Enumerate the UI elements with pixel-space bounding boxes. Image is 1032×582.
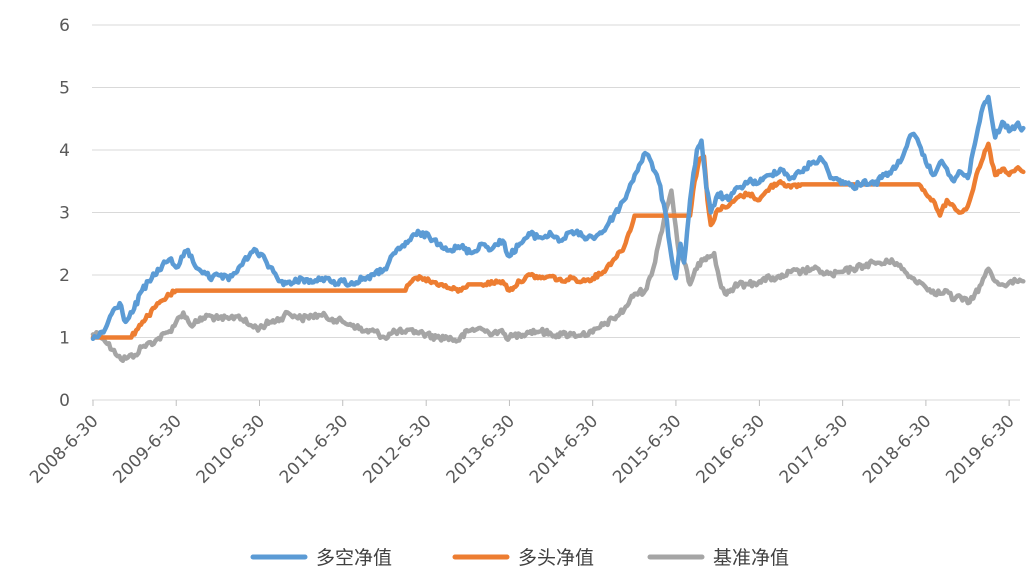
y-tick-label: 5: [59, 79, 70, 99]
x-tick-label: 2011-6-30: [276, 411, 352, 487]
y-tick-label: 0: [59, 391, 70, 411]
series-line-0: [90, 94, 1026, 342]
x-tick-label: 2014-6-30: [526, 411, 602, 487]
gridlines: [92, 24, 1020, 338]
y-tick-label: 6: [59, 16, 70, 36]
y-tick-label: 2: [59, 266, 70, 286]
series-lines: [90, 94, 1026, 364]
x-tick-label: 2016-6-30: [693, 411, 769, 487]
y-tick-label: 1: [59, 329, 70, 349]
legend-label-0: 多空净值: [316, 547, 392, 569]
x-axis: [92, 399, 1020, 406]
x-tick-label: 2017-6-30: [776, 411, 852, 487]
x-tick-label: 2008-6-30: [26, 411, 102, 487]
series-line-2: [90, 188, 1026, 364]
y-axis-tick-labels: 0 1 2 3 4 5 6: [59, 16, 70, 411]
x-tick-label: 2018-6-30: [859, 411, 935, 487]
y-tick-label: 3: [59, 204, 70, 224]
legend-label-2: 基准净值: [713, 547, 789, 569]
legend: 多空净值 多头净值 基准净值: [250, 547, 789, 569]
x-tick-label: 2009-6-30: [109, 411, 185, 487]
x-tick-label: 2012-6-30: [359, 411, 435, 487]
legend-label-1: 多头净值: [518, 547, 594, 569]
y-tick-label: 4: [59, 141, 70, 161]
x-tick-label: 2010-6-30: [193, 411, 269, 487]
x-axis-tick-labels: 2008-6-30 2009-6-30 2010-6-30 2011-6-30 2012…: [26, 411, 1018, 487]
x-tick-label: 2013-6-30: [443, 411, 519, 487]
x-tick-label: 2019-6-30: [942, 411, 1018, 487]
x-tick-label: 2015-6-30: [609, 411, 685, 487]
